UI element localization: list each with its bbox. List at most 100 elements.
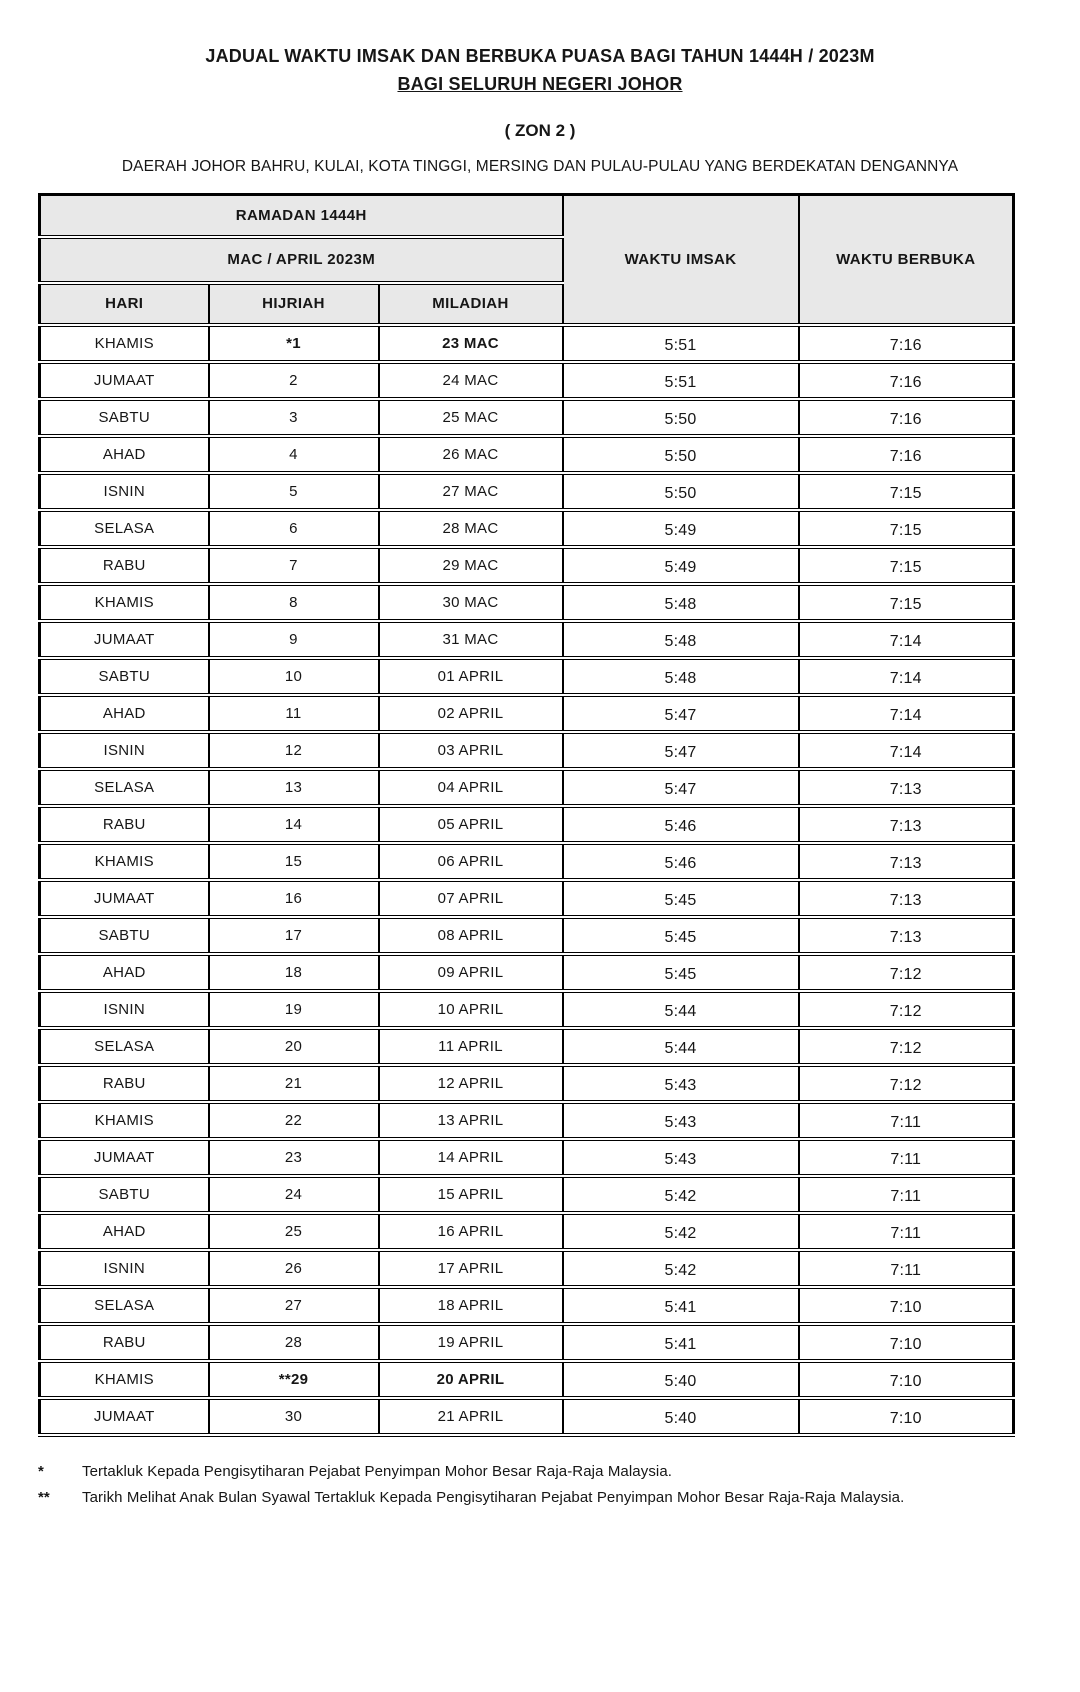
miladiah-cell: 09 APRIL [377,953,564,993]
day-cell: SELASA [38,509,210,549]
miladiah-cell: 23 MAC [377,324,564,364]
imsak-time-cell: 5:47 [561,694,800,734]
day-cell: ISNIN [38,731,210,771]
miladiah-cell: 20 APRIL [377,1360,564,1400]
day-cell: AHAD [38,953,210,993]
table-row: ISNIN 26 17 APRIL 5:42 7:11 [38,1249,1015,1289]
miladiah-cell: 26 MAC [377,435,564,475]
day-cell: JUMAAT [38,361,210,401]
imsak-time-cell: 5:45 [561,953,800,993]
miladiah-cell: 14 APRIL [377,1138,564,1178]
day-cell: JUMAAT [38,620,210,660]
day-cell: RABU [38,805,210,845]
imsak-time-cell: 5:42 [561,1212,800,1252]
miladiah-cell: 17 APRIL [377,1249,564,1289]
miladiah-cell: 27 MAC [377,472,564,512]
berbuka-time-cell: 7:13 [797,879,1015,919]
table-row: SELASA 27 18 APRIL 5:41 7:10 [38,1286,1015,1326]
miladiah-cell: 31 MAC [377,620,564,660]
hijriah-cell: 19 [207,990,380,1030]
day-cell: JUMAAT [38,1397,210,1437]
miladiah-cell: 04 APRIL [377,768,564,808]
hijriah-cell: 10 [207,657,380,697]
hijriah-cell: 30 [207,1397,380,1437]
day-cell: KHAMIS [38,324,210,364]
header-row-month: MAC / APRIL 2023M [38,236,1014,285]
table-row: KHAMIS 15 06 APRIL 5:46 7:13 [38,842,1015,882]
day-cell: ISNIN [38,990,210,1030]
berbuka-time-cell: 7:15 [797,509,1015,549]
imsak-time-cell: 5:45 [561,879,800,919]
table-row: RABU 21 12 APRIL 5:43 7:12 [38,1064,1015,1104]
hijriah-cell: 13 [207,768,380,808]
day-cell: AHAD [38,694,210,734]
table-row: JUMAAT 16 07 APRIL 5:45 7:13 [38,879,1015,919]
hijriah-cell: 23 [207,1138,380,1178]
berbuka-time-cell: 7:11 [797,1101,1015,1141]
berbuka-time-cell: 7:16 [797,361,1015,401]
imsak-time-cell: 5:44 [561,1027,800,1067]
table-row: JUMAAT 30 21 APRIL 5:40 7:10 [38,1397,1015,1437]
table-row: AHAD 18 09 APRIL 5:45 7:12 [38,953,1015,993]
miladiah-cell: 15 APRIL [377,1175,564,1215]
imsak-time-cell: 5:43 [561,1101,800,1141]
day-cell: KHAMIS [38,1360,210,1400]
day-cell: SABTU [38,398,210,438]
hijriah-cell: 18 [207,953,380,993]
berbuka-time-cell: 7:14 [797,731,1015,771]
hari-header-cell: HARI [38,282,210,327]
berbuka-time-cell: 7:11 [797,1175,1015,1215]
berbuka-time-cell: 7:11 [797,1249,1015,1289]
hijriah-cell: 3 [207,398,380,438]
table-row: SELASA 13 04 APRIL 5:47 7:13 [38,768,1015,808]
hijriah-cell: 4 [207,435,380,475]
miladiah-cell: 24 MAC [377,361,564,401]
miladiah-cell: 03 APRIL [377,731,564,771]
footnote-line: ** Tarikh Melihat Anak Bulan Syawal Tert… [38,1489,1080,1506]
table-row: KHAMIS 8 30 MAC 5:48 7:15 [38,583,1015,623]
imsak-time-cell: 5:46 [561,842,800,882]
imsak-time-cell: 5:40 [561,1397,800,1437]
berbuka-time-cell: 7:11 [797,1212,1015,1252]
berbuka-time-cell: 7:13 [797,916,1015,956]
table-row: SABTU 24 15 APRIL 5:42 7:11 [38,1175,1015,1215]
hijriah-cell: 20 [207,1027,380,1067]
imsak-time-cell: 5:48 [561,657,800,697]
hijriah-cell: 6 [207,509,380,549]
day-cell: RABU [38,1323,210,1363]
day-cell: KHAMIS [38,1101,210,1141]
header-row-columns: HARI HIJRIAH MILADIAH [38,282,1014,327]
berbuka-time-cell: 7:12 [797,1064,1015,1104]
imsak-time-cell: 5:43 [561,1064,800,1104]
prayer-times-table: RAMADAN 1444H WAKTU IMSAK WAKTU BERBUKA … [38,193,1016,1437]
day-cell: RABU [38,546,210,586]
miladiah-cell: 21 APRIL [377,1397,564,1437]
berbuka-time-cell: 7:15 [797,472,1015,512]
day-cell: ISNIN [38,1249,210,1289]
table-row: SABTU 3 25 MAC 5:50 7:16 [38,398,1015,438]
berbuka-time-cell: 7:10 [797,1323,1015,1363]
miladiah-cell: 28 MAC [377,509,564,549]
page-subtitle: BAGI SELURUH NEGERI JOHOR [397,74,683,94]
miladiah-cell: 02 APRIL [377,694,564,734]
table-row: ISNIN 19 10 APRIL 5:44 7:12 [38,990,1015,1030]
table-row: AHAD 11 02 APRIL 5:47 7:14 [38,694,1015,734]
zone-label: ( ZON 2 ) [504,121,576,140]
hijriah-cell: 2 [207,361,380,401]
day-cell: SELASA [38,1027,210,1067]
table-body: KHAMIS *1 23 MAC 5:51 7:16 JUMAAT 2 24 M… [38,324,1015,1437]
miladiah-cell: 05 APRIL [377,805,564,845]
imsak-time-cell: 5:49 [561,509,800,549]
imsak-time-cell: 5:43 [561,1138,800,1178]
berbuka-time-cell: 7:14 [797,694,1015,734]
day-cell: SELASA [38,1286,210,1326]
imsak-time-cell: 5:40 [561,1360,800,1400]
ramadan-header-cell: RAMADAN 1444H [38,194,564,239]
day-cell: SELASA [38,768,210,808]
imsak-time-cell: 5:44 [561,990,800,1030]
hijriah-cell: **29 [207,1360,380,1400]
berbuka-time-cell: 7:16 [797,435,1015,475]
table-row: ISNIN 5 27 MAC 5:50 7:15 [38,472,1015,512]
imsak-time-cell: 5:41 [561,1286,800,1326]
